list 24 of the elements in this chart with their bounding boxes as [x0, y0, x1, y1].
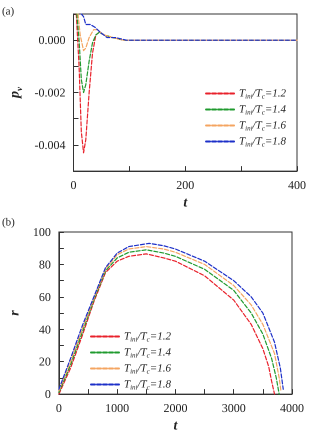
- y-axis-title: pv: [8, 86, 24, 100]
- x-tick-label: 1000: [105, 401, 130, 416]
- y-tick-label: -0.004: [34, 138, 66, 152]
- line-series: [80, 13, 298, 41]
- x-axis-title: t: [183, 196, 188, 210]
- x-axis-title: t: [174, 418, 179, 434]
- y-tick-label: 0: [44, 387, 51, 402]
- y-tick-label: 40: [38, 322, 51, 336]
- text: (b): [2, 216, 16, 228]
- y-tick-label: 0.000: [38, 33, 66, 48]
- x-tick-label: 4000: [280, 401, 304, 416]
- y-tick-label: 20: [38, 354, 51, 369]
- line-series: [77, 13, 298, 52]
- text: (a): [2, 6, 15, 18]
- y-tick-label: -0.002: [34, 86, 66, 100]
- y-axis-title: r: [8, 310, 22, 316]
- x-tick-label: 200: [176, 178, 194, 192]
- x-tick-label: 2000: [163, 401, 188, 416]
- x-tick-label: 0: [70, 178, 76, 192]
- y-tick-label: 80: [38, 257, 51, 272]
- x-tick-label: 400: [288, 178, 306, 192]
- y-tick-label: 60: [38, 290, 51, 304]
- x-tick-label: 3000: [222, 401, 246, 416]
- y-tick-label: 100: [32, 225, 51, 239]
